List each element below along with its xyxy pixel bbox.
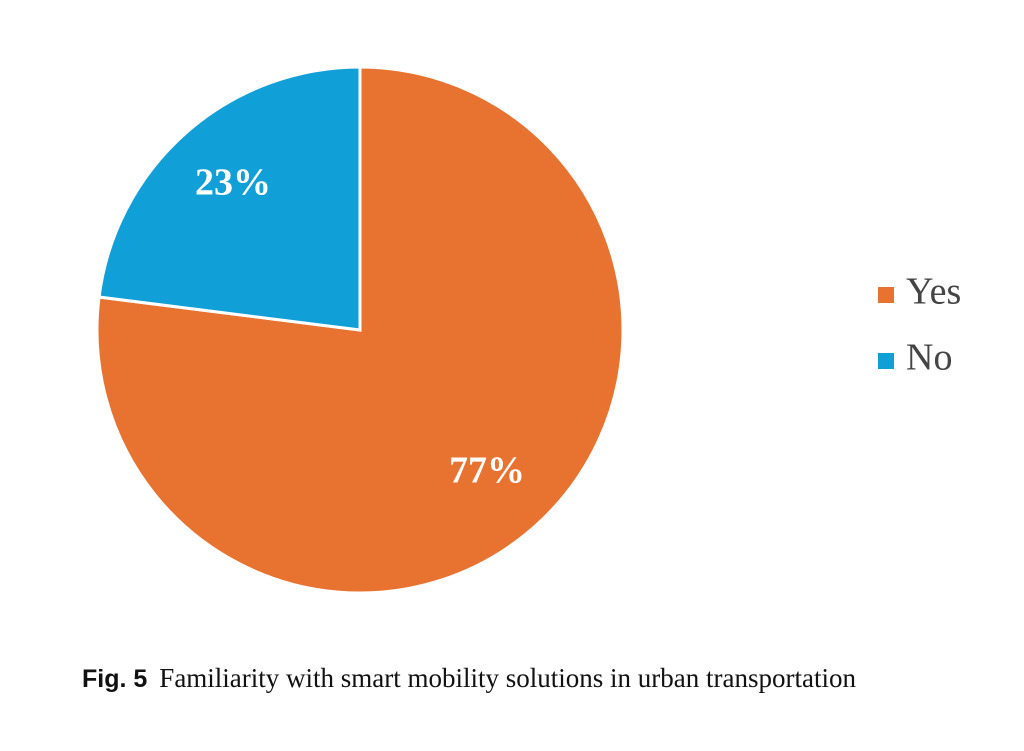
legend-label: No [906,337,952,379]
caption: Fig. 5 Familiarity with smart mobility so… [82,660,982,697]
pie-slice [97,65,362,332]
caption-label: Fig. 5 [82,665,148,693]
chart: 77% 23% Yes No [95,65,961,595]
value-label: 77% [449,450,525,492]
legend-swatch [878,353,894,369]
legend-label: Yes [906,271,961,313]
legend-swatch [878,287,894,303]
caption-text: Familiarity with smart mobility solution… [159,663,856,693]
value-label: 23% [195,162,271,204]
